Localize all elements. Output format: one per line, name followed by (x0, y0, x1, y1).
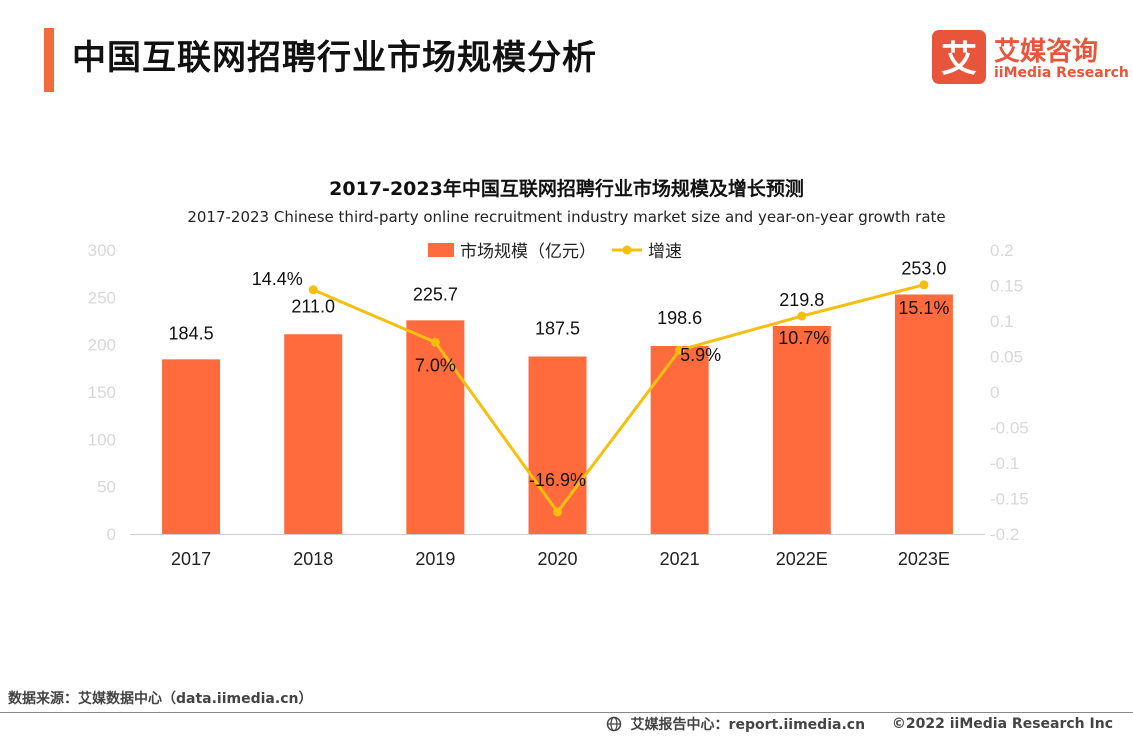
bar-value-label: 198.6 (657, 308, 702, 328)
growth-line (312, 283, 925, 514)
growth-point (797, 311, 807, 321)
bar (162, 359, 221, 534)
y-left-tick-label: 300 (88, 241, 116, 260)
bar (284, 334, 343, 534)
footer-right: 艾媒报告中心：report.iimedia.cn ©2022 iiMedia R… (606, 714, 1113, 734)
growth-point (675, 345, 685, 355)
y-right-tick-label: -0.15 (990, 490, 1029, 509)
x-tick-label: 2017 (171, 549, 211, 569)
legend-swatch-bar (428, 243, 454, 257)
y-right-tick-label: 0.2 (990, 241, 1014, 260)
logo-mark-bg (932, 30, 986, 84)
bar (528, 356, 587, 534)
y-left-tick-label: 100 (88, 430, 116, 449)
x-tick-label: 2023E (898, 549, 950, 569)
x-tick-label: 2022E (776, 549, 828, 569)
report-center-link[interactable]: 艾媒报告中心：report.iimedia.cn (630, 717, 866, 733)
title-accent-bar (44, 28, 54, 92)
bar (772, 325, 831, 534)
x-tick-label: 2021 (660, 549, 700, 569)
y-right-tick-label: -0.2 (990, 525, 1019, 544)
copyright: ©2022 iiMedia Research Inc (891, 716, 1113, 732)
logo-mark-icon: 艾 (932, 30, 986, 84)
y-right-tick-label: 0.15 (990, 277, 1023, 296)
x-tick-label: 2019 (415, 549, 455, 569)
y-left-tick-label: 250 (88, 288, 116, 307)
growth-value-label: 15.1% (898, 298, 949, 318)
y-right-tick-label: 0 (990, 383, 999, 402)
legend-label-bar: 市场规模（亿元） (460, 242, 596, 262)
x-tick-label: 2018 (293, 549, 333, 569)
growth-value-label: 5.9% (680, 345, 721, 365)
chart-title: 2017-2023年中国互联网招聘行业市场规模及增长预测 (329, 178, 804, 200)
bar-value-label: 184.5 (169, 323, 214, 343)
bar-value-label: 253.0 (901, 258, 946, 278)
y-right-tick-label: -0.05 (990, 419, 1029, 438)
y-left-tick-label: 50 (97, 478, 116, 497)
legend-swatch-marker (622, 245, 632, 255)
growth-value-label: -16.9% (529, 470, 586, 490)
bar-value-label: 211.0 (291, 296, 335, 316)
logo-mark-glyph: 艾 (941, 39, 977, 80)
growth-value-label: 10.7% (778, 328, 829, 348)
y-right-tick-label: 0.1 (990, 312, 1014, 331)
logo-name-cn: 艾媒咨询 (994, 37, 1099, 67)
bar-value-label: 219.8 (779, 290, 824, 310)
legend-label-line: 增速 (648, 242, 682, 262)
growth-point (553, 507, 562, 517)
growth-value-label: 7.0% (415, 355, 456, 375)
bar (894, 294, 953, 534)
page-title: 中国互联网招聘行业市场规模分析 (72, 38, 597, 78)
bar (650, 345, 709, 534)
chart-subtitle: 2017-2023 Chinese third-party online rec… (187, 208, 946, 226)
bar-value-label: 225.7 (413, 284, 458, 304)
y-right-tick-label: -0.1 (990, 454, 1019, 473)
bar (406, 320, 465, 534)
footer-divider (0, 712, 1133, 713)
growth-point (430, 337, 440, 347)
data-source: 数据来源：艾媒数据中心（data.iimedia.cn） (8, 691, 313, 707)
growth-point (308, 285, 318, 295)
logo-name-en: iiMedia Research (994, 65, 1129, 81)
y-left-tick-label: 150 (88, 383, 116, 402)
growth-point (919, 280, 929, 290)
bar-value-label: 187.5 (535, 319, 580, 339)
y-left-tick-label: 0 (107, 525, 116, 544)
globe-icon (606, 716, 621, 732)
x-tick-label: 2020 (537, 549, 577, 569)
growth-value-label: 14.4% (252, 269, 303, 289)
y-right-tick-label: 0.05 (990, 348, 1023, 367)
y-left-tick-label: 200 (88, 336, 116, 355)
brand-logo: 艾 艾媒咨询 iiMedia Research (932, 30, 1129, 86)
